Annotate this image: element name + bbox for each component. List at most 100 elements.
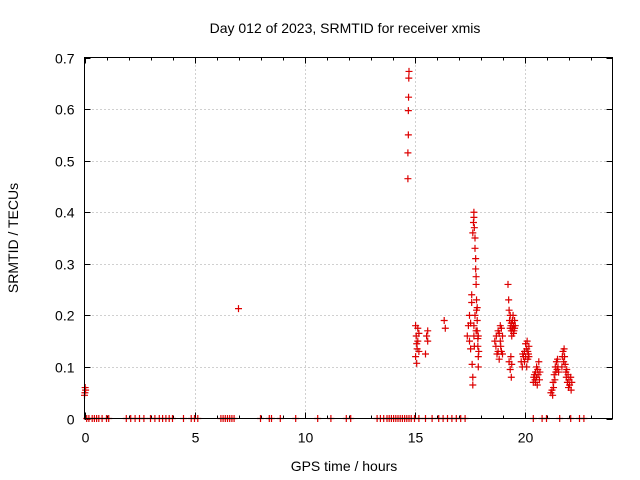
data-point [554,355,561,363]
data-point [536,368,544,376]
data-point [470,332,478,340]
data-point [414,337,422,345]
data-point [504,280,512,288]
data-point [472,255,480,263]
data-point [404,175,412,183]
data-point [470,224,478,232]
data-point [412,353,420,361]
data-point [471,244,479,252]
data-point [497,324,505,332]
x-tick-labels: 0 5 10 15 20 [82,430,534,446]
data-point [560,345,568,353]
data-point [413,359,421,367]
data-point [470,342,478,350]
data-point [551,376,559,384]
data-point [511,317,519,325]
data-point [473,296,481,304]
chart-title: Day 012 of 2023, SRMTID for receiver xmi… [210,20,481,36]
data-point [550,384,558,392]
data-point [472,265,480,273]
data-point [469,381,477,389]
data-point [508,360,516,368]
data-point [505,296,513,304]
y-tick-label: 0.1 [55,360,75,376]
y-axis-title: SRMTID / TECUs [5,183,21,293]
data-point [525,353,533,361]
y-tick-label: 0.3 [55,257,75,273]
data-point [499,350,506,358]
data-point [567,386,575,394]
data-point [561,353,569,361]
data-point [473,317,481,325]
data-point [468,291,476,299]
data-point [511,322,519,330]
y-tick-label: 0.7 [55,51,75,67]
data-point [567,373,575,381]
plot-frame [84,57,613,419]
y-tick-label: 0.5 [55,154,75,170]
data-point [507,353,515,361]
x-tick-label: 5 [192,430,200,446]
data-point [471,234,479,242]
y-tick-labels: 0 0.1 0.2 0.3 0.4 0.5 0.6 0.7 [55,51,75,428]
data-point [466,337,473,345]
data-point [523,337,531,345]
data-point [525,342,533,350]
x-tick-label: 10 [298,430,314,446]
data-point [471,311,479,319]
data-point [474,363,482,371]
data-point [469,373,477,381]
data-point [423,332,431,340]
data-point [497,342,505,350]
data-point [499,332,506,340]
axis-ticks [84,57,613,420]
y-tick-label: 0.2 [55,308,75,324]
data-point [404,107,412,115]
data-point [469,229,477,237]
data-point [405,74,413,82]
data-point [505,306,513,314]
data-point [463,332,471,340]
data-point [533,381,541,389]
data-point [472,280,480,288]
data-point [415,347,423,355]
data-point [404,131,412,139]
data-point [405,93,413,101]
data-point [82,386,90,394]
data-point [473,304,481,312]
data-point [405,67,413,75]
data-point [235,305,242,313]
grid [84,57,613,419]
data-point [414,324,422,332]
y-tick-label: 0.6 [55,102,75,118]
data-point [475,347,483,355]
data-point [507,373,515,381]
series-srmtid [81,67,588,422]
x-axis-title: GPS time / hours [291,458,398,474]
data-point [535,358,543,366]
data-point [470,208,478,216]
data-point [440,317,448,325]
data-point [561,360,569,368]
x-tick-label: 0 [82,430,90,446]
data-point [523,363,531,371]
data-point [472,327,480,335]
data-point [495,355,503,363]
data-point [509,311,517,319]
data-point [422,350,429,358]
x-tick-label: 20 [518,430,534,446]
data-point [441,324,449,332]
data-point [549,391,557,399]
data-point [472,273,480,281]
data-point [468,360,476,368]
data-point [415,329,423,337]
x-tick-label: 15 [408,430,424,446]
data-point [404,149,412,157]
data-point [470,322,478,330]
y-tick-label: 0 [67,412,75,428]
data-point [467,345,475,353]
y-tick-label: 0.4 [55,205,75,221]
data-point [424,337,432,345]
data-point [468,298,476,306]
